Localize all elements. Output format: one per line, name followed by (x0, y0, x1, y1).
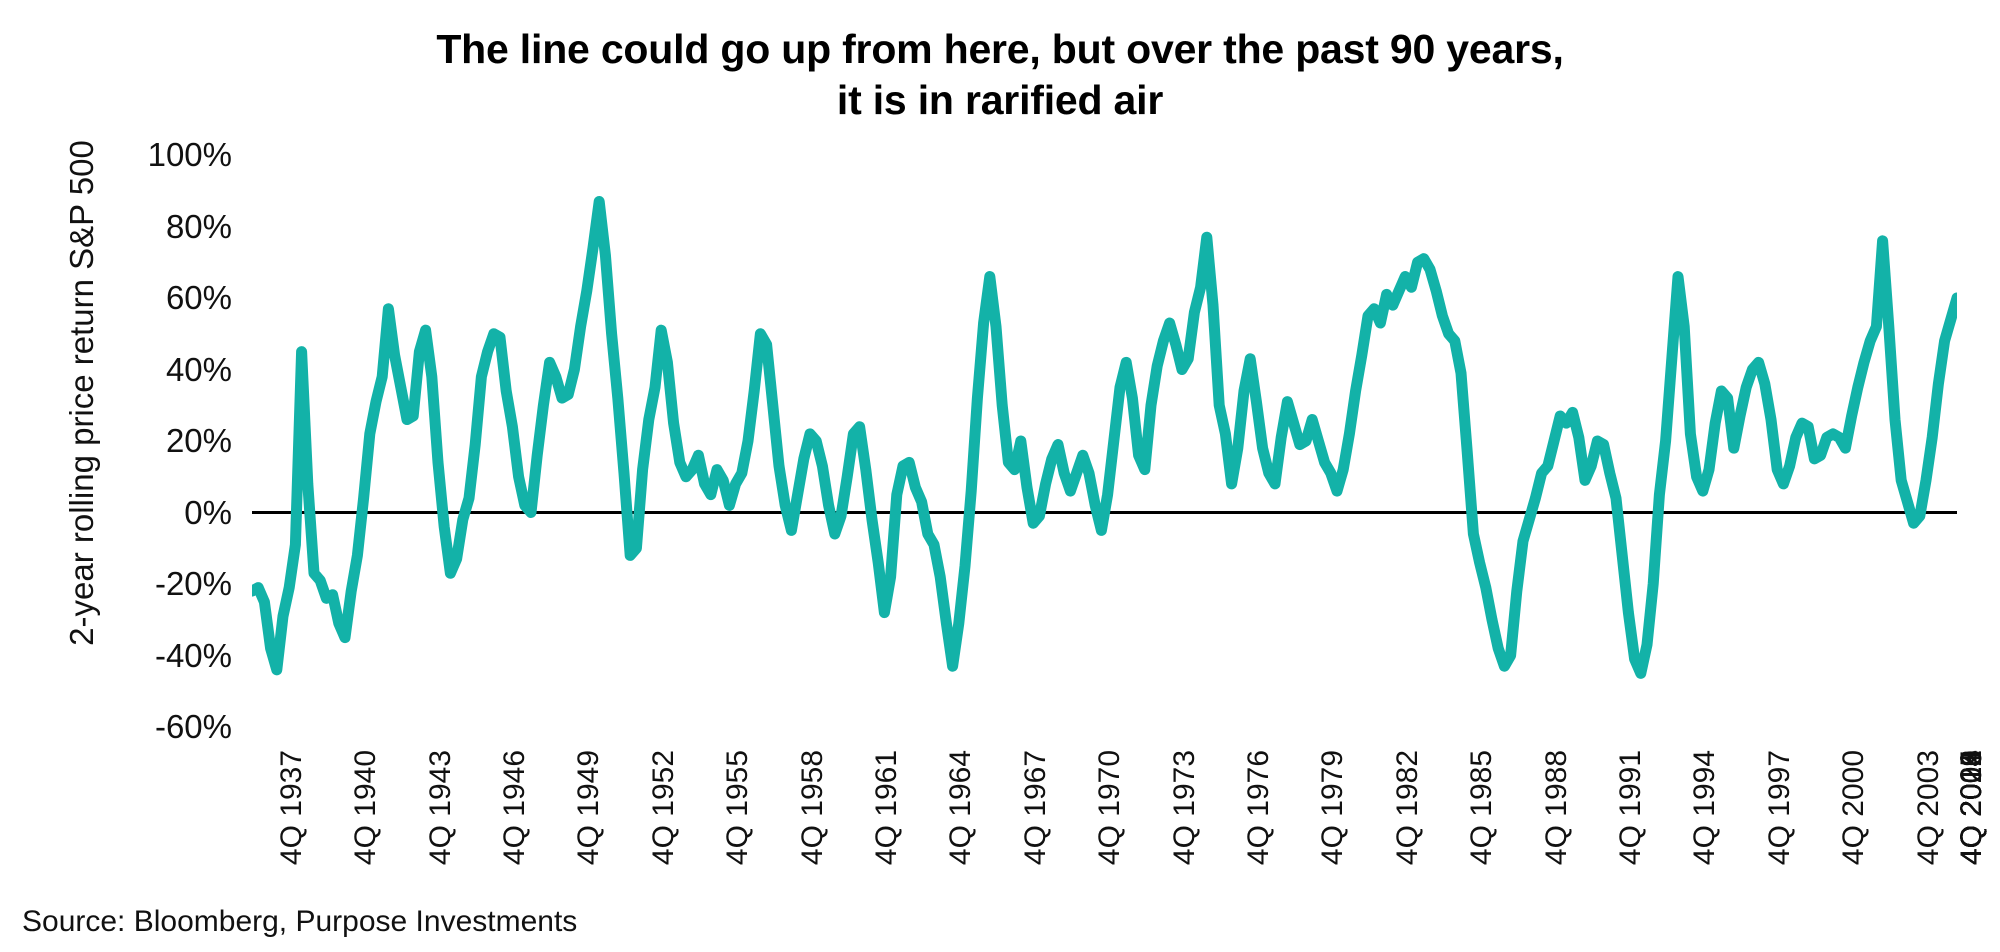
x-tick-label: 4Q 1994 (1688, 750, 1722, 866)
x-tick-label: 4Q 1949 (572, 750, 606, 866)
y-tick-label: -40% (154, 636, 232, 674)
x-tick-label: 4Q 1967 (1018, 750, 1052, 866)
x-tick-label: 4Q 1958 (795, 750, 829, 866)
x-tick-label: 4Q 1955 (721, 750, 755, 866)
y-tick-label: 20% (165, 422, 232, 459)
line-chart-svg (252, 195, 1957, 679)
x-tick-label: 4Q 1997 (1762, 750, 1796, 866)
x-tick-label: 4Q 1988 (1539, 750, 1573, 866)
y-tick-label: 60% (165, 279, 232, 316)
y-axis-tick-labels: 100% 80% 60% 40% 20% 0% -20% -40% -60% (72, 136, 232, 745)
x-tick-label: 4Q 1964 (944, 750, 978, 866)
y-tick-label: 40% (165, 350, 232, 388)
y-tick-label: 80% (165, 207, 232, 245)
x-tick-label: 4Q 1991 (1614, 750, 1647, 866)
y-tick-label: 100% (147, 136, 232, 173)
x-axis-tick-labels: 4Q 1937 4Q 1940 4Q 1943 4Q 1946 4Q 1949 4Q 19… (252, 735, 1988, 905)
x-tick-label: 4Q 1952 (646, 750, 680, 866)
x-tick-label: 4Q 1973 (1167, 750, 1201, 866)
x-tick-label: 4Q 1985 (1465, 750, 1499, 866)
x-tick-label: 4Q 1970 (1093, 750, 1127, 866)
chart-title: The line could go up from here, but over… (436, 26, 1564, 124)
y-tick-label: -60% (154, 708, 232, 745)
x-tick-label: 4Q 1943 (423, 750, 457, 866)
x-tick-label: 4Q 1937 (274, 750, 308, 866)
plot-area (252, 155, 1957, 727)
x-tick-label: 4Q 2003 (1911, 750, 1945, 866)
x-tick-label: 4Q 2024 (1955, 750, 1988, 866)
x-tick-label: 4Q 1982 (1390, 750, 1424, 866)
x-tick-label: 4Q 1940 (349, 750, 383, 866)
y-tick-label: 0% (184, 493, 232, 531)
x-tick-label: 4Q 1976 (1242, 750, 1275, 866)
x-tick-label: 4Q 1946 (498, 750, 531, 866)
series-line-sp500 (252, 195, 1957, 679)
y-tick-label: -20% (154, 565, 232, 602)
x-tick-label: 4Q 1961 (870, 750, 903, 866)
source-note: Source: Bloomberg, Purpose Investments (22, 905, 578, 938)
x-tick-label: 4Q 2000 (1837, 750, 1871, 866)
x-tick-label: 4Q 1979 (1316, 750, 1350, 866)
